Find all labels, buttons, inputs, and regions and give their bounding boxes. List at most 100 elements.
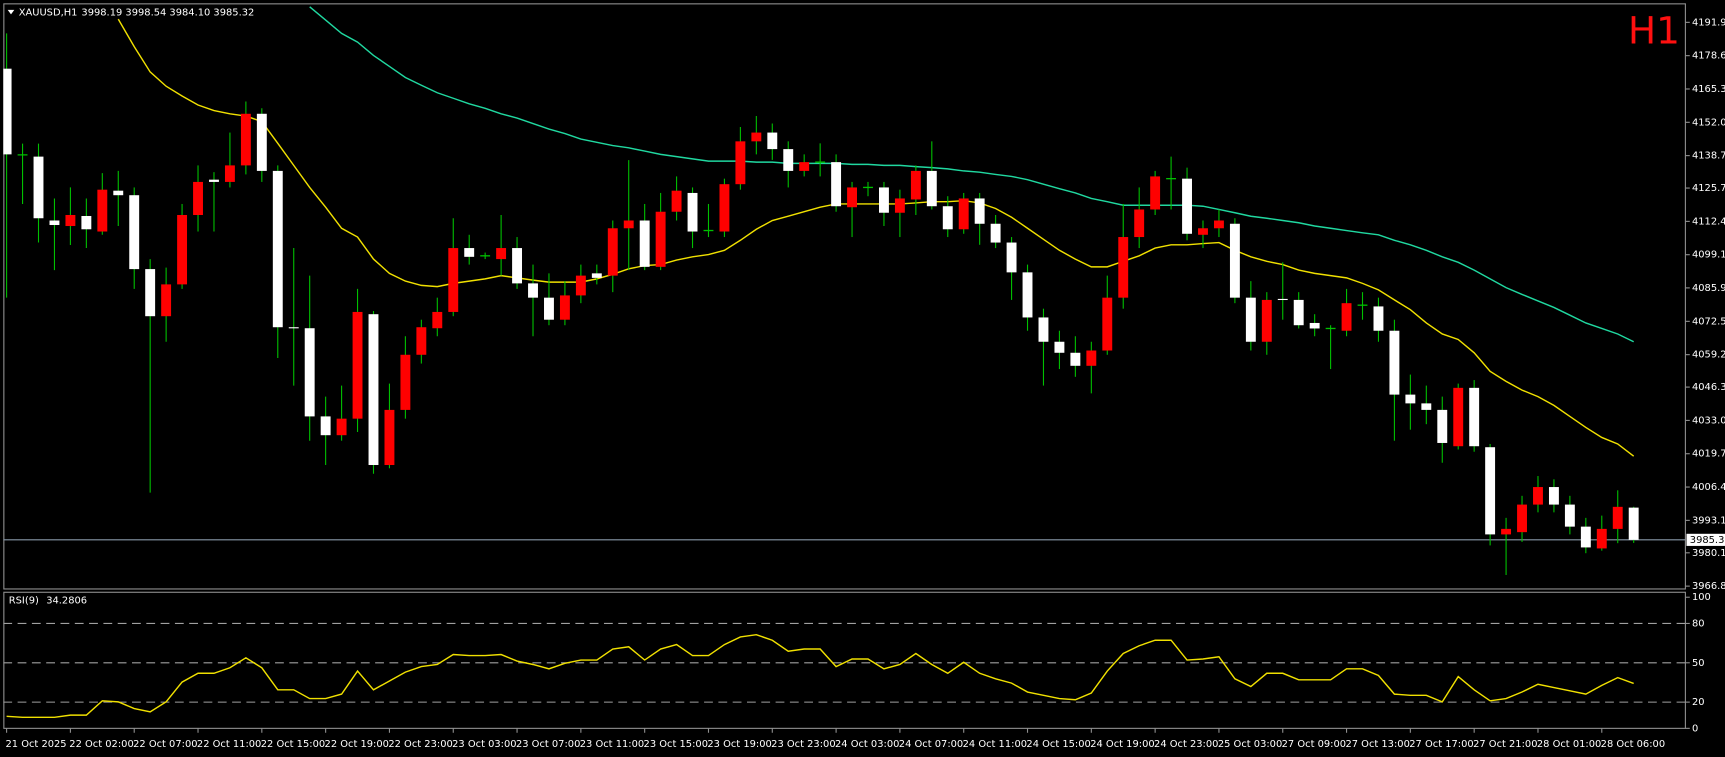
candle-body xyxy=(33,156,44,219)
candle-body xyxy=(847,187,857,208)
y-tick-label: 4191.90 xyxy=(1692,17,1725,28)
symbol-menu-arrow[interactable] xyxy=(7,9,15,15)
candle-body xyxy=(783,149,794,171)
candle-body xyxy=(3,68,12,155)
y-tick-label: 4033.00 xyxy=(1692,415,1725,426)
y-tick-label: 4006.40 xyxy=(1692,482,1725,493)
y-tick-label: 0 xyxy=(1692,723,1698,734)
x-tick-label: 28 Oct 01:00 xyxy=(1537,739,1601,750)
candle-body xyxy=(448,248,459,312)
candle-body xyxy=(97,189,108,232)
x-tick-label: 22 Oct 02:00 xyxy=(69,739,133,750)
candle-body xyxy=(129,195,140,270)
candle-body xyxy=(368,314,379,466)
y-tick-label: 4099.15 xyxy=(1692,250,1725,261)
candle-body xyxy=(544,297,554,320)
candle-body xyxy=(1373,306,1384,331)
timeframe-label: H1 xyxy=(1628,9,1680,53)
candle-body xyxy=(1501,528,1512,535)
candle-body xyxy=(352,311,363,419)
rsi-title: RSI(9) xyxy=(9,596,39,607)
x-tick-label: 22 Oct 11:00 xyxy=(197,739,261,750)
y-tick-label: 4165.30 xyxy=(1692,84,1725,95)
candle-body xyxy=(49,220,60,226)
candle-body xyxy=(1293,299,1304,326)
x-tick-label: 23 Oct 19:00 xyxy=(707,739,771,750)
candle-body xyxy=(209,179,219,182)
y-tick-label: 4152.00 xyxy=(1692,117,1725,128)
candle-body xyxy=(1038,317,1049,342)
candle-body xyxy=(400,354,411,410)
candle-body xyxy=(894,198,905,213)
rsi-plot xyxy=(3,622,1686,719)
candle-body xyxy=(256,113,267,171)
x-tick-label: 28 Oct 06:00 xyxy=(1601,739,1665,750)
x-tick-label: 23 Oct 15:00 xyxy=(644,739,708,750)
candle-body xyxy=(879,187,889,213)
candle-body xyxy=(336,418,347,436)
candle-body xyxy=(384,409,395,466)
candle-body xyxy=(655,211,666,267)
candle-body xyxy=(1198,228,1208,235)
candle-body xyxy=(1245,297,1256,342)
x-tick-label: 24 Oct 11:00 xyxy=(963,739,1027,750)
quote: 3998.19 3998.54 3984.10 3985.32 xyxy=(81,8,254,19)
y-tick-label: 4112.45 xyxy=(1692,216,1725,227)
y-tick-label: 4125.75 xyxy=(1692,183,1725,194)
y-tick-label: 4059.25 xyxy=(1692,350,1725,361)
x-tick-label: 27 Oct 13:00 xyxy=(1345,739,1409,750)
candle-body xyxy=(161,284,172,317)
candle-body xyxy=(671,190,682,212)
candle-body xyxy=(687,192,698,232)
candle-body xyxy=(1564,504,1575,527)
moving-average xyxy=(309,6,1635,343)
candle-body xyxy=(240,113,251,166)
candle-body xyxy=(528,283,538,298)
candle-body xyxy=(1485,447,1496,535)
candle-body xyxy=(272,170,283,328)
candle-body xyxy=(320,416,331,436)
candle-body xyxy=(1086,350,1097,366)
y-tick-label: 4085.90 xyxy=(1692,283,1725,294)
candle-body xyxy=(1070,352,1081,366)
x-tick-label: 27 Oct 17:00 xyxy=(1409,739,1473,750)
candle-body xyxy=(1341,303,1352,331)
candle-body xyxy=(288,327,299,329)
y-tick-label: 3966.85 xyxy=(1692,581,1725,592)
x-tick-label: 23 Oct 23:00 xyxy=(771,739,835,750)
y-tick-label: 20 xyxy=(1692,697,1705,708)
candle-body xyxy=(1022,272,1033,318)
axes: 4191.90 4178.60 4165.30 4152.00 4138.70 4125.… xyxy=(6,17,1725,750)
candle-body xyxy=(416,327,427,355)
candle-body xyxy=(942,206,953,230)
candle-body xyxy=(607,228,618,276)
candle-body xyxy=(910,170,921,200)
y-tick-label: 4072.55 xyxy=(1692,316,1725,327)
candle-body xyxy=(1150,176,1161,210)
candle-body xyxy=(974,198,985,224)
y-tick-label: 4138.70 xyxy=(1692,151,1725,162)
candle-body xyxy=(1628,507,1639,540)
y-tick-label: 4046.30 xyxy=(1692,382,1725,393)
main-plot xyxy=(3,6,1686,575)
candle-body xyxy=(65,214,76,227)
x-tick-label: 24 Oct 07:00 xyxy=(899,739,963,750)
moving-average xyxy=(117,18,1635,457)
candle-body xyxy=(1102,297,1113,351)
candle-body xyxy=(304,328,315,417)
candle-body xyxy=(926,170,937,207)
candle-body xyxy=(177,214,188,285)
x-tick-label: 23 Oct 03:00 xyxy=(452,739,516,750)
candle-body xyxy=(1405,394,1416,404)
candle-body xyxy=(990,223,1001,243)
candle-body xyxy=(1533,487,1543,505)
candle-body xyxy=(1054,341,1065,353)
price-label-box xyxy=(1686,533,1725,546)
candle-body xyxy=(958,198,969,230)
candle-body xyxy=(719,184,730,232)
candle-body xyxy=(767,132,778,150)
candle-body xyxy=(1277,298,1288,301)
price-label: 3985.32 xyxy=(1690,535,1725,546)
